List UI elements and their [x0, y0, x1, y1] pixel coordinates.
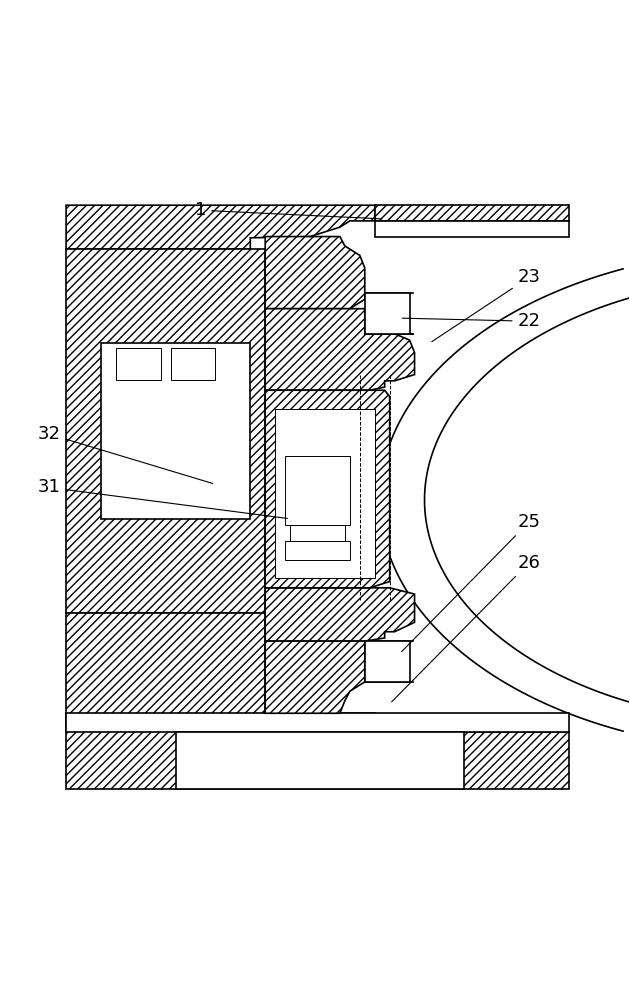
Polygon shape [66, 613, 569, 789]
Polygon shape [375, 205, 569, 221]
Bar [66, 249, 265, 613]
Polygon shape [265, 390, 390, 588]
Text: 26: 26 [392, 554, 541, 702]
Text: 23: 23 [432, 268, 541, 342]
Bar [375, 221, 569, 237]
Bar [66, 713, 569, 732]
Bar [290, 525, 345, 541]
Text: 1: 1 [195, 201, 382, 219]
Polygon shape [265, 588, 415, 641]
Text: 25: 25 [401, 513, 541, 652]
Polygon shape [265, 309, 415, 390]
Bar [101, 343, 250, 519]
Text: 31: 31 [38, 478, 287, 518]
Text: 32: 32 [38, 425, 213, 484]
Bar [365, 641, 410, 682]
Bar [275, 409, 375, 578]
Bar [365, 293, 410, 334]
Polygon shape [265, 237, 365, 309]
Text: 22: 22 [403, 312, 541, 330]
Bar [285, 456, 350, 525]
Bar [116, 348, 161, 380]
Bar [171, 348, 215, 380]
Bar [285, 541, 350, 560]
Bar [176, 732, 464, 789]
Polygon shape [66, 205, 375, 249]
Polygon shape [265, 641, 365, 713]
